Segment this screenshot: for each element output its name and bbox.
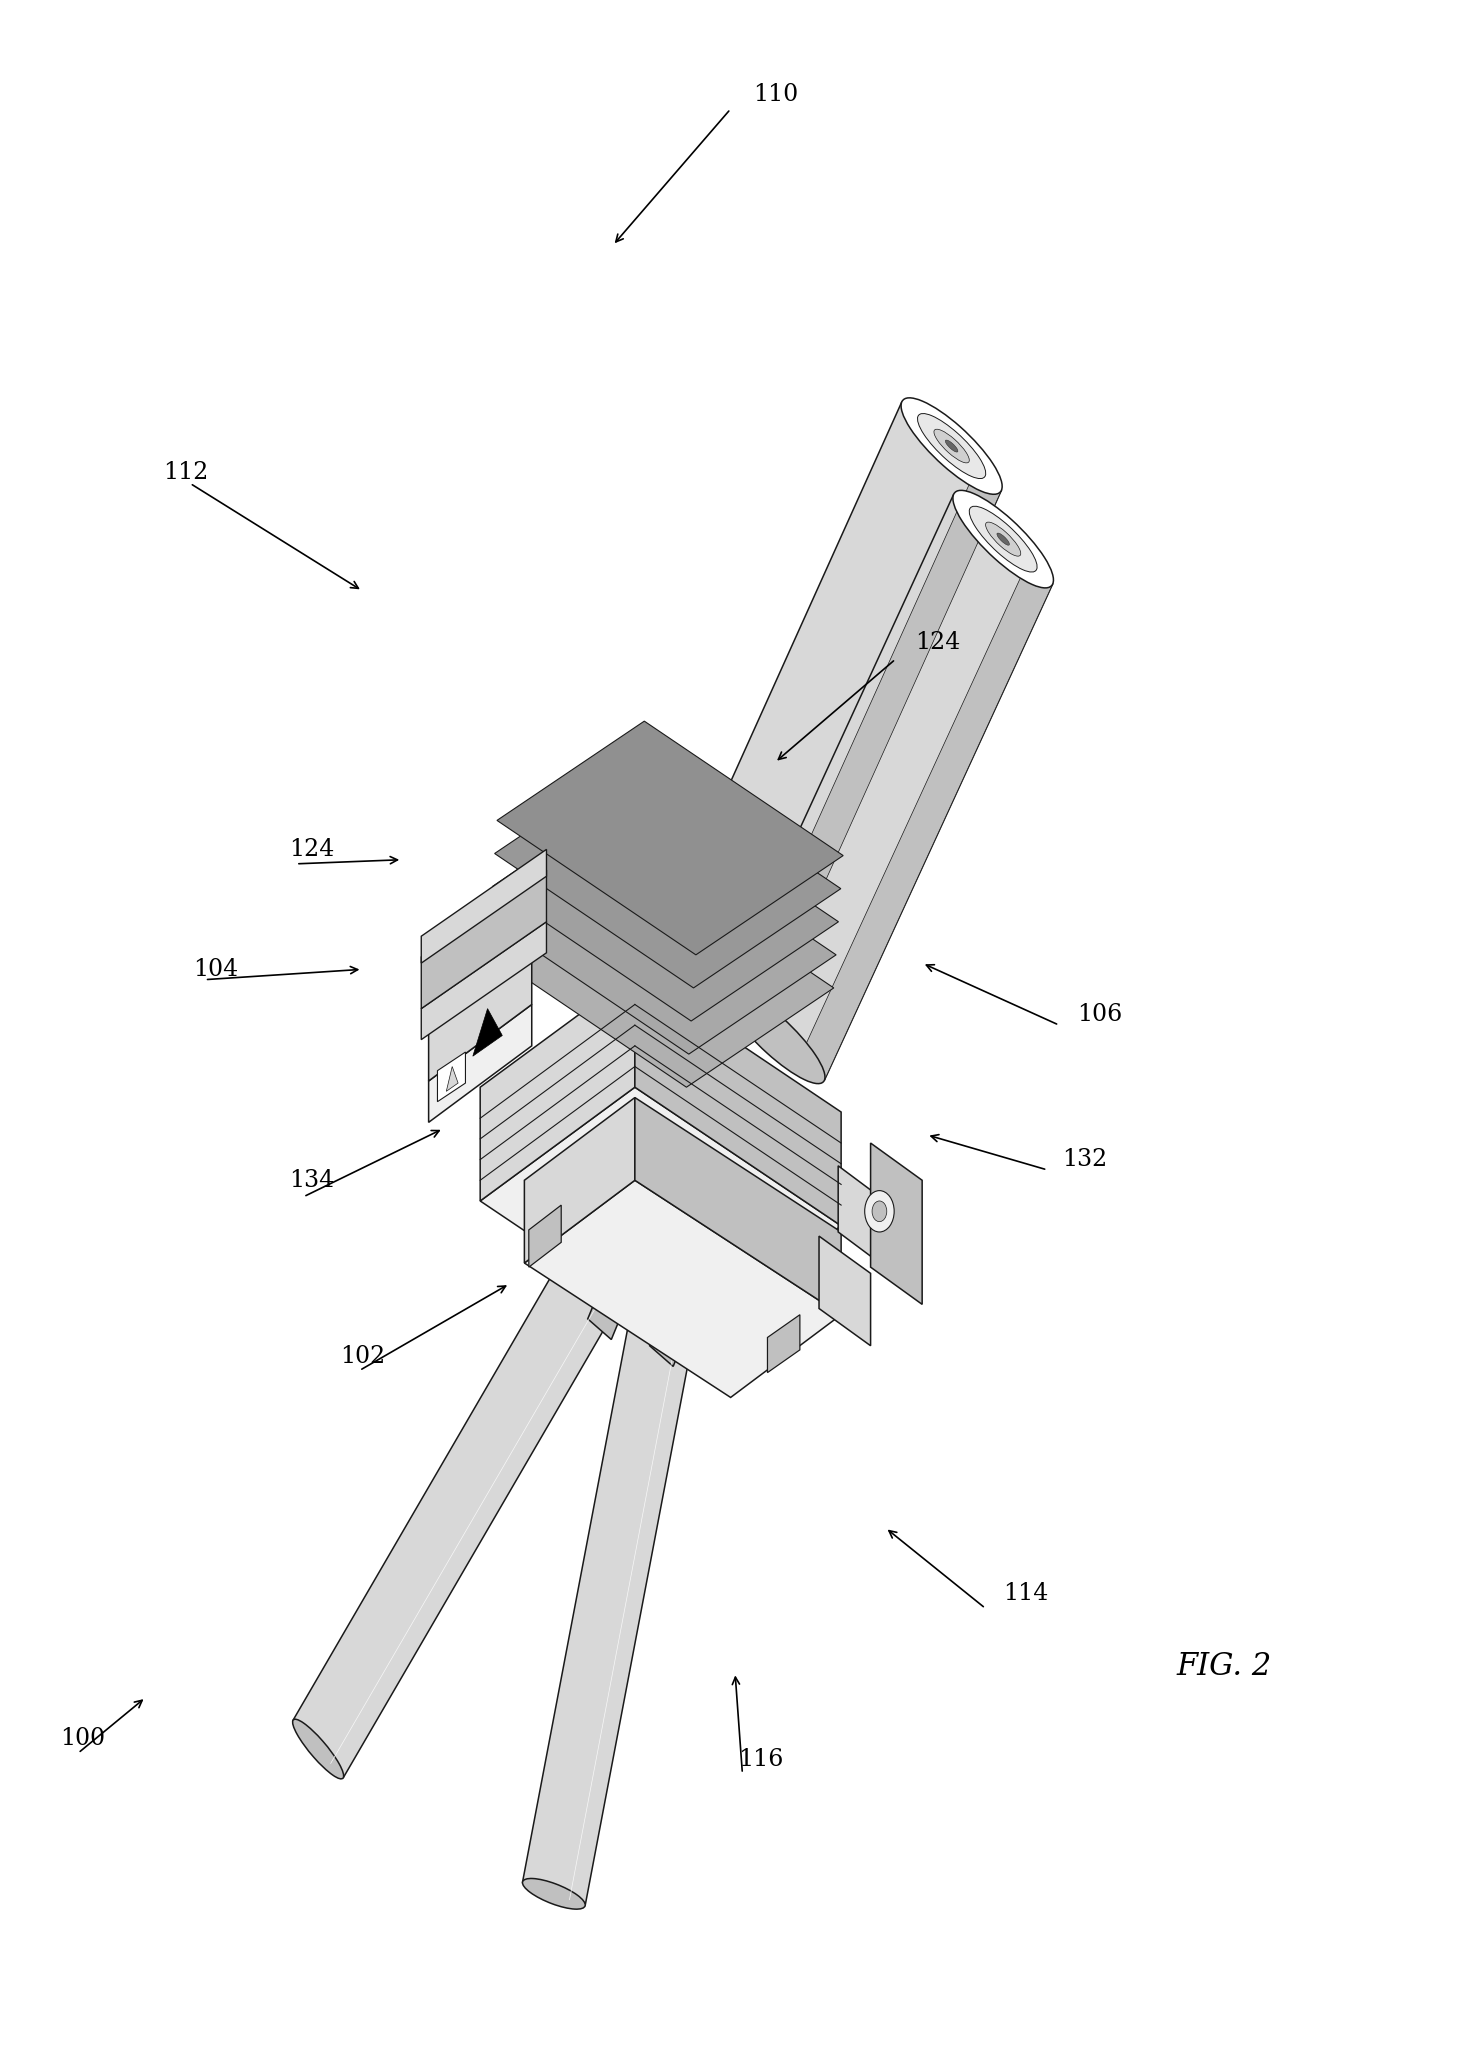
Text: 114: 114 [1004, 1582, 1048, 1605]
Ellipse shape [934, 429, 970, 464]
Polygon shape [649, 1290, 695, 1367]
Polygon shape [472, 1009, 502, 1056]
Polygon shape [494, 754, 841, 988]
Text: 124: 124 [915, 632, 961, 654]
Polygon shape [480, 973, 635, 1201]
Ellipse shape [953, 491, 1054, 588]
Polygon shape [493, 787, 838, 1021]
Ellipse shape [725, 988, 825, 1083]
Polygon shape [635, 1098, 841, 1315]
Ellipse shape [523, 1878, 584, 1909]
Ellipse shape [918, 414, 986, 478]
Ellipse shape [292, 1719, 344, 1779]
Ellipse shape [986, 522, 1021, 557]
Text: FIG. 2: FIG. 2 [1176, 1651, 1272, 1682]
Text: 132: 132 [1063, 1147, 1107, 1170]
Ellipse shape [970, 505, 1038, 572]
Polygon shape [421, 870, 546, 1009]
Polygon shape [725, 495, 1052, 1081]
Polygon shape [673, 402, 1001, 996]
Text: 102: 102 [341, 1344, 385, 1367]
Polygon shape [428, 1004, 531, 1122]
Text: 134: 134 [289, 1168, 334, 1191]
Text: 112: 112 [164, 462, 208, 485]
Ellipse shape [673, 905, 773, 1000]
Polygon shape [871, 1143, 922, 1305]
Polygon shape [421, 922, 546, 1040]
Polygon shape [524, 1098, 635, 1263]
Circle shape [872, 1201, 887, 1222]
Ellipse shape [996, 532, 1010, 545]
Polygon shape [587, 1265, 633, 1340]
Polygon shape [819, 1236, 871, 1346]
Text: 110: 110 [753, 83, 799, 106]
Polygon shape [635, 973, 841, 1226]
Circle shape [865, 1191, 894, 1232]
Text: 104: 104 [193, 957, 238, 982]
Polygon shape [421, 849, 546, 963]
Polygon shape [497, 721, 843, 955]
Polygon shape [487, 853, 834, 1087]
Text: 100: 100 [61, 1727, 105, 1750]
Ellipse shape [641, 1257, 703, 1288]
Ellipse shape [945, 439, 958, 451]
Text: 106: 106 [1077, 1002, 1122, 1027]
Polygon shape [528, 1205, 561, 1267]
Polygon shape [768, 1315, 800, 1373]
Text: 124: 124 [289, 839, 334, 862]
Polygon shape [437, 1052, 465, 1102]
Polygon shape [523, 1261, 703, 1905]
Polygon shape [838, 1166, 886, 1267]
Ellipse shape [587, 1212, 638, 1272]
Polygon shape [800, 561, 1052, 1081]
Polygon shape [446, 1067, 458, 1091]
Ellipse shape [900, 398, 1002, 495]
Polygon shape [490, 820, 835, 1054]
Polygon shape [294, 1214, 638, 1777]
Polygon shape [428, 922, 531, 1081]
Text: 116: 116 [738, 1748, 784, 1771]
Polygon shape [748, 468, 1001, 996]
Polygon shape [480, 1087, 841, 1340]
Polygon shape [524, 1180, 841, 1398]
